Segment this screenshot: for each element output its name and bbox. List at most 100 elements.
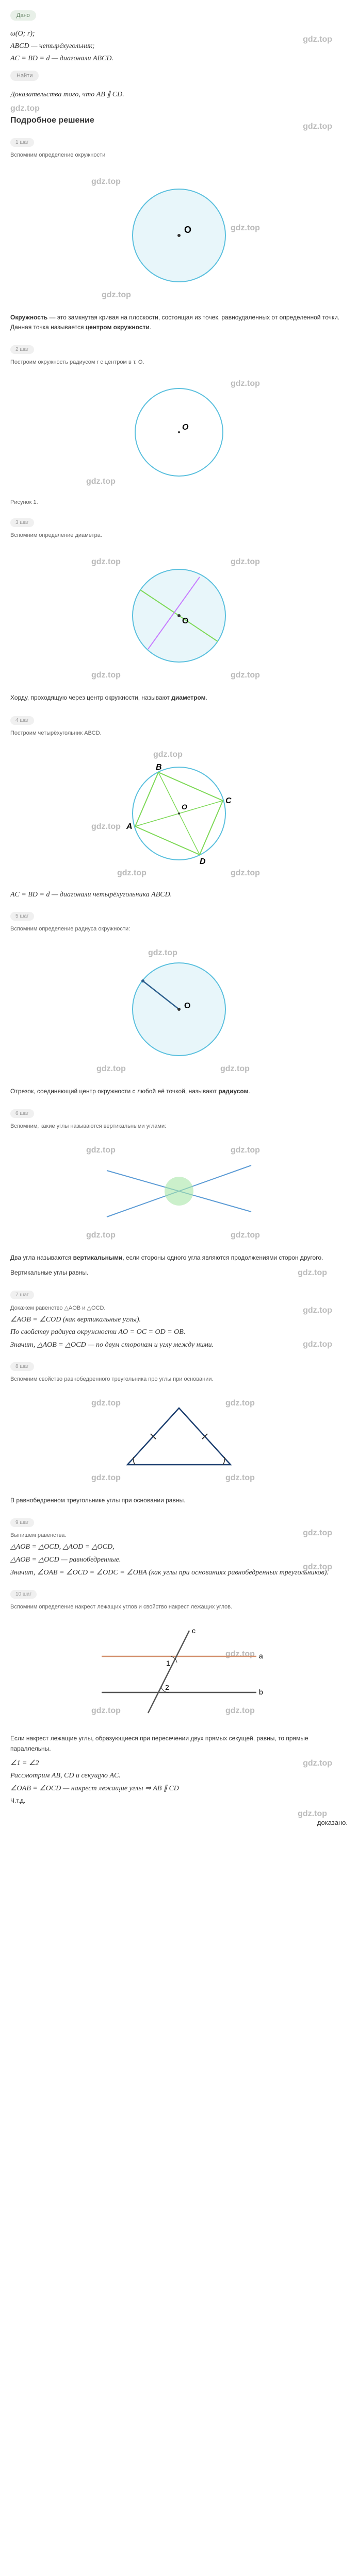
label-O: O xyxy=(184,225,191,235)
label-O: O xyxy=(182,617,188,625)
proof-9: ∠OAB = ∠OCD — накрест лежащие углы ⇒ AB … xyxy=(10,1784,348,1793)
step-4-text: Построим четырёхугольник ABCD. xyxy=(10,730,348,736)
watermark: gdz.top xyxy=(86,1146,116,1155)
step-10-text: Вспомним определение накрест лежащих угл… xyxy=(10,1604,348,1610)
vertical-eq: Вертикальные углы равны. xyxy=(10,1268,348,1278)
step-9-text: Выпишем равенства. xyxy=(10,1532,348,1538)
label-c: c xyxy=(192,1626,196,1635)
label-O: O xyxy=(182,423,189,432)
triangle-svg: gdz.top gdz.top gdz.top gdz.top xyxy=(76,1393,282,1485)
radius-end xyxy=(141,979,144,982)
watermark: gdz.top xyxy=(91,557,121,566)
watermark: gdz.top xyxy=(231,557,260,566)
watermark: gdz.top xyxy=(91,1706,121,1715)
triangle-shape xyxy=(127,1408,231,1465)
step-8-label: 8 шаг xyxy=(10,1362,34,1371)
figure-triangle: gdz.top gdz.top gdz.top gdz.top xyxy=(10,1393,348,1485)
watermark: gdz.top xyxy=(102,291,131,299)
label-C: C xyxy=(225,796,232,805)
proof-1: ∠AOB = ∠COD (как вертикальные углы). xyxy=(10,1315,348,1324)
quad-svg: gdz.top gdz.top gdz.top gdz.top O A B C … xyxy=(76,747,282,880)
solution-heading: Подробное решение xyxy=(10,107,348,125)
parallel-svg: gdz.top gdz.top gdz.top a b c 1 2 xyxy=(76,1620,282,1723)
center-dot xyxy=(177,1008,181,1011)
figure-diameter: gdz.top gdz.top gdz.top gdz.top O xyxy=(10,549,348,683)
center-dot xyxy=(178,431,180,433)
def-radius: Отрезок, соединяющий центр окружности с … xyxy=(10,1087,348,1096)
step-10-label: 10 шаг xyxy=(10,1590,37,1599)
watermark: gdz.top xyxy=(225,1650,255,1658)
step-2-label: 2 шаг xyxy=(10,345,34,354)
watermark: gdz.top xyxy=(298,1268,327,1278)
watermark: gdz.top xyxy=(96,1064,126,1073)
step-4-label: 4 шаг xyxy=(10,716,34,725)
find-text: Доказательства того, что AB ∥ CD. xyxy=(10,90,348,99)
step-1-label: 1 шаг xyxy=(10,138,34,147)
line-c xyxy=(148,1631,189,1713)
watermark: gdz.top xyxy=(303,35,332,44)
step-2-text: Построим окружность радиусом r с центром… xyxy=(10,359,348,365)
circle-svg-1: gdz.top gdz.top gdz.top O xyxy=(76,168,282,302)
proof-8: Рассмотрим AB, CD и секущую AC. xyxy=(10,1772,348,1780)
label-O: O xyxy=(182,803,187,811)
label-D: D xyxy=(200,857,206,866)
watermark: gdz.top xyxy=(231,1146,260,1155)
tag-naiti: Найти xyxy=(10,71,39,81)
step-9-label: 9 шаг xyxy=(10,1518,34,1527)
fig1-caption: Рисунок 1. xyxy=(10,499,348,505)
proof-7: ∠1 = ∠2 xyxy=(10,1759,348,1768)
watermark: gdz.top xyxy=(303,122,332,131)
watermark: gdz.top xyxy=(303,1306,332,1315)
step-5-label: 5 шаг xyxy=(10,912,34,921)
figure-radius: gdz.top gdz.top gdz.top O xyxy=(10,942,348,1076)
step-6-text: Вспомним, какие углы называются вертикал… xyxy=(10,1123,348,1129)
watermark: gdz.top xyxy=(91,1399,121,1408)
watermark: gdz.top xyxy=(303,1529,332,1538)
proof-5: △AOB = △OCD — равнобедренные. xyxy=(10,1555,348,1564)
def-isosceles: В равнобедренном треугольнике углы при о… xyxy=(10,1496,348,1505)
watermark: gdz.top xyxy=(117,869,147,877)
proven: gdz.top доказано. xyxy=(10,1809,348,1826)
watermark: gdz.top xyxy=(91,1473,121,1482)
given-line3: AC = BD = d — диагонали ABCD. xyxy=(10,55,348,63)
label-O: O xyxy=(184,1002,190,1010)
watermark: gdz.top xyxy=(231,379,260,388)
watermark: gdz.top xyxy=(303,1340,332,1349)
watermark: gdz.top xyxy=(86,477,116,486)
watermark: gdz.top xyxy=(91,822,121,831)
chtd: Ч.т.д. xyxy=(10,1797,348,1804)
watermark: gdz.top xyxy=(225,1706,255,1715)
center-dot xyxy=(178,812,180,815)
def-diameter: Хорду, проходящую через центр окружности… xyxy=(10,693,348,703)
step-5-text: Вспомним определение радиуса окружности: xyxy=(10,926,348,932)
watermark: gdz.top xyxy=(303,1759,332,1768)
step-8-text: Вспомним свойство равнобедренного треуго… xyxy=(10,1376,348,1382)
given-line1: ω(O; r); xyxy=(10,30,348,38)
watermark: gdz.top xyxy=(303,1563,332,1572)
label-a: a xyxy=(259,1652,263,1660)
label-b: b xyxy=(259,1688,263,1696)
circle-svg-2: gdz.top gdz.top O xyxy=(76,376,282,489)
center-dot xyxy=(177,234,181,237)
diameter-svg: gdz.top gdz.top gdz.top gdz.top O xyxy=(76,549,282,683)
step-3-label: 3 шаг xyxy=(10,518,34,527)
def-parallel: Если накрест лежащие углы, образующиеся … xyxy=(10,1734,348,1753)
center-dot xyxy=(177,614,181,617)
watermark: gdz.top xyxy=(225,1473,255,1482)
vertical-svg: gdz.top gdz.top gdz.top gdz.top xyxy=(76,1140,282,1243)
step-7-text: Докажем равенство △AOB и △OCD. xyxy=(10,1304,348,1311)
proof-3: Значит, △AOB = △OCD — по двум сторонам и… xyxy=(10,1341,348,1349)
watermark: gdz.top xyxy=(225,1399,255,1408)
given-line2: ABCD — четырёхугольник; xyxy=(10,42,348,50)
diag-text: AC = BD = d — диагонали четырёхугольника… xyxy=(10,891,348,899)
label-A: A xyxy=(126,822,133,831)
label-B: B xyxy=(156,763,162,772)
watermark: gdz.top xyxy=(91,177,121,186)
angle-highlight xyxy=(165,1177,193,1206)
step-6-label: 6 шаг xyxy=(10,1109,34,1118)
watermark: gdz.top xyxy=(153,750,183,759)
watermark: gdz.top xyxy=(10,104,40,113)
watermark: gdz.top xyxy=(220,1064,250,1073)
figure-parallel: gdz.top gdz.top gdz.top a b c 1 2 xyxy=(10,1620,348,1723)
figure-vertical: gdz.top gdz.top gdz.top gdz.top xyxy=(10,1140,348,1243)
